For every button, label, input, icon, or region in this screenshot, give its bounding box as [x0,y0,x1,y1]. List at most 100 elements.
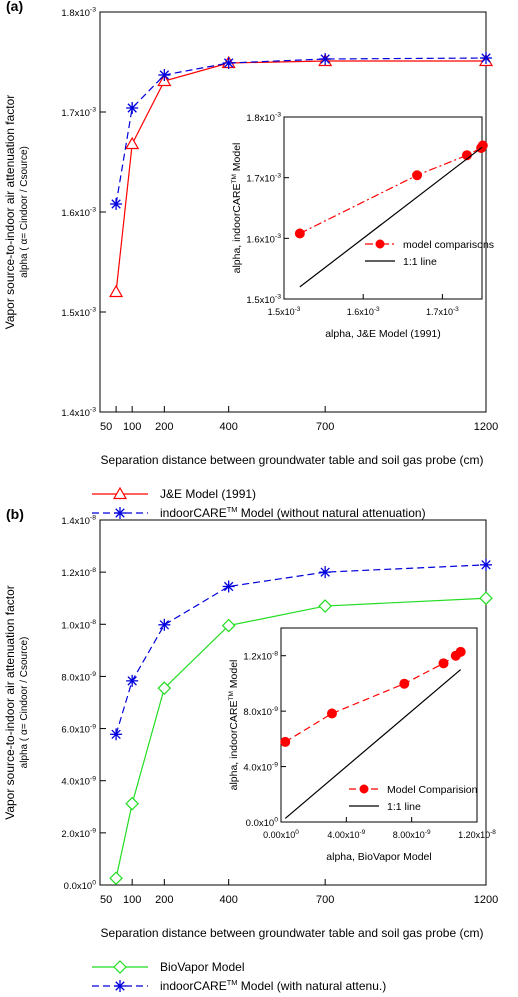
inset-1-series-0-point [399,678,410,689]
inset-1-xtick-label: 4.00x10-9 [327,829,365,840]
panel-1-ytick-label: 2.0x10-9 [61,828,96,840]
panel-0-series-0-point [109,284,124,298]
panel-1-legend-marker [113,960,127,974]
inset-0-series-0-point [412,170,423,181]
inset-0-xtick-label: 1.5x10-3 [268,306,301,317]
panel-1-legend-label: indoorCARETM Model (with natural attenu.… [160,978,386,993]
inset-1-series-0-point [455,646,466,657]
panel-1-ylabel-main: Vapor source-to-indoor air attenuation f… [3,585,17,820]
panel-0-series-1-line [115,57,487,205]
star-stroke [320,54,330,64]
panel-1-series-0-line [115,597,487,879]
star-stroke [320,567,330,577]
panel-1-label: (b) [6,506,24,522]
inset-0-xtick-label: 1.7x10-3 [426,306,459,317]
panel-0-ylabel-sub: alpha ( α= Cindoor / Csource) [19,146,30,278]
panel-1-legend-label: BioVapor Model [160,960,245,974]
panel-1-xtick-label: 700 [316,894,334,906]
inset-1-xtick-label: 0.00x100 [263,829,299,840]
panel-1-ytick-label: 4.0x10-9 [61,775,96,787]
panel-1-frame [99,519,487,886]
star-stroke [115,508,125,518]
inset-1-series-0-point [280,736,291,747]
panel-1-ytick-label: 1.4x10-8 [61,515,96,527]
inset-0-ytick-label: 1.7x10-3 [246,172,281,184]
panel-0-ytick-label: 1.8x10-3 [61,7,96,19]
inset-0-series-1-line [299,146,483,288]
panel-1-xtick-label: 100 [123,894,141,906]
panel-0-ylabel-main: Vapor source-to-indoor air attenuation f… [3,95,17,330]
panel-0-xlabel: Separation distance between groundwater … [101,453,484,467]
inset-1-ylabel: alpha, indoorCARETM Model [228,660,240,791]
panel-1-xtick-label: 1200 [474,894,498,906]
star-stroke [127,676,137,686]
inset-1-series-0-point [326,708,337,719]
panel-1-ylabel-sub: alpha ( α= Cindoor / Csource) [19,637,30,769]
panel-1-xtick-label: 400 [219,894,237,906]
panel-1-series-0-point [157,681,172,696]
inset-1-ytick-label: 4.0x10-9 [243,761,278,773]
panel-1-series-0-point [109,871,123,886]
panel-0-xtick-label: 50 [100,421,112,433]
inset-1-xlabel: alpha, BioVapor Model [326,851,431,863]
panel-0-xtick-label: 100 [123,421,141,433]
panel-0-series-1-point [158,69,171,81]
inset-0-series-0-point [294,228,305,239]
panel-1-xlabel: Separation distance between groundwater … [101,926,484,940]
inset-1-xtick-label: 1.20x10-8 [458,829,496,840]
panel-1-xtick-label: 50 [100,894,112,906]
panel-1-xtick-label: 200 [155,894,173,906]
panel-0-legend-marker [114,507,126,519]
panel-0-xtick-label: 700 [316,421,334,433]
panel-1-ytick-label: 0.0x100 [64,880,97,892]
panel-1-series-1-point [158,618,171,631]
panel-1-series-1-point [319,566,332,579]
panel-1-series-1-point [480,558,492,571]
inset-1-series-0-point [438,658,449,669]
panel-0-xtick-label: 200 [155,421,173,433]
inset-1-legend-label: Model Comparision [387,784,478,796]
panel-0-series-1-point [126,102,139,114]
panel-0-legend-marker [112,486,128,500]
panel-0-series-1-point [110,198,123,210]
panel-1-ytick-label: 8.0x10-9 [61,671,96,683]
panel-1-series-1-point [110,728,123,741]
inset-1-legend-label: 1:1 line [387,801,421,813]
star-stroke [223,581,234,592]
star-stroke [481,560,491,570]
inset-1-ytick-label: 0.0x100 [246,817,279,829]
panel-0-label: (a) [6,0,23,14]
panel-0-series-1-point [319,53,332,65]
panel-0-ytick-label: 1.6x10-3 [61,207,96,219]
panel-1-ytick-label: 1.0x10-8 [61,619,96,631]
star-stroke [159,70,170,80]
panel-0-series-1-point [222,57,235,69]
star-stroke [223,58,234,68]
panel-1-series-0-point [125,796,140,811]
star-stroke [115,981,125,991]
panel-1-series-0-point [479,591,493,606]
star-stroke [127,103,137,113]
inset-0-series-0-line [299,145,484,235]
panel-0-series-0-point [125,136,140,150]
inset-0-legend-label: 1:1 line [403,256,437,268]
panel-1-ytick-label: 6.0x10-9 [61,723,96,735]
panel-0-legend-label: indoorCARETM Model (without natural atte… [160,505,426,520]
panel-0-ytick-label: 1.5x10-3 [61,307,96,319]
inset-1-xtick-label: 8.00x10-9 [393,829,431,840]
panel-1-series-1-line [115,564,487,735]
inset-0-frame [283,116,483,300]
inset-0-ytick-label: 1.8x10-3 [246,112,281,124]
panel-1-series-0-point [221,618,236,633]
inset-0-ytick-label: 1.5x10-3 [246,294,281,306]
inset-0-ylabel: alpha, indoorCARETM Model [231,143,243,274]
panel-1-series-1-point [126,674,139,687]
panel-0-xtick-label: 400 [219,421,237,433]
panel-0-xtick-label: 1200 [474,421,498,433]
inset-0-legend-label: model comparisons [403,239,494,251]
inset-1-ytick-label: 8.0x10-9 [243,706,278,718]
star-stroke [111,199,121,209]
panel-0-legend-label: J&E Model (1991) [160,487,256,501]
star-stroke [111,729,121,740]
